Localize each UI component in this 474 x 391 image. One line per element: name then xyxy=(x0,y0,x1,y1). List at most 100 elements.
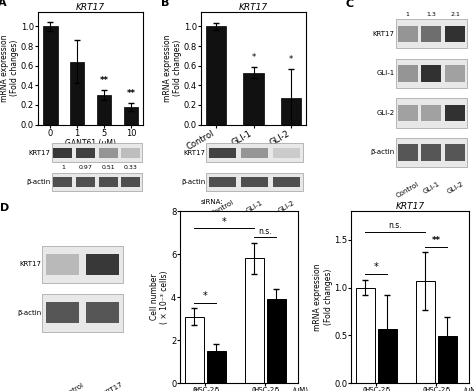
Bar xyxy=(445,144,465,161)
Y-axis label: mRNA expression
(Fold changes): mRNA expression (Fold changes) xyxy=(313,264,333,331)
Y-axis label: Cell number
( × 10⁻³ cells): Cell number ( × 10⁻³ cells) xyxy=(150,271,170,324)
Text: A: A xyxy=(0,0,7,8)
Bar xyxy=(209,177,236,187)
Title: KRT17: KRT17 xyxy=(76,3,105,12)
Bar xyxy=(445,65,465,82)
Text: *: * xyxy=(374,262,379,272)
Bar xyxy=(245,258,264,383)
Bar xyxy=(281,98,301,125)
Bar xyxy=(445,26,465,42)
Bar xyxy=(243,73,264,125)
Bar xyxy=(52,143,142,161)
Bar xyxy=(396,98,467,127)
Bar xyxy=(43,294,123,332)
Text: HSC-2/KRT17: HSC-2/KRT17 xyxy=(82,382,124,391)
Bar xyxy=(241,148,268,158)
Bar xyxy=(396,19,467,48)
Bar xyxy=(52,172,142,191)
Bar xyxy=(445,105,465,121)
Text: 0: 0 xyxy=(252,387,256,391)
Bar xyxy=(356,288,374,383)
Text: 1: 1 xyxy=(61,165,65,170)
Text: 0: 0 xyxy=(423,387,428,391)
Text: (μM): (μM) xyxy=(463,387,474,391)
Bar xyxy=(54,148,73,158)
Text: **: ** xyxy=(432,236,441,245)
Text: GLI-2: GLI-2 xyxy=(278,199,296,213)
Text: 5: 5 xyxy=(274,387,278,391)
Bar xyxy=(378,329,397,383)
Bar xyxy=(209,148,236,158)
Bar xyxy=(121,177,140,187)
Bar xyxy=(76,177,95,187)
Bar xyxy=(99,148,118,158)
Text: B: B xyxy=(161,0,169,8)
Text: 0.33: 0.33 xyxy=(124,165,138,170)
Text: 0.51: 0.51 xyxy=(101,165,115,170)
Text: 0.97: 0.97 xyxy=(79,165,92,170)
Bar xyxy=(121,148,140,158)
Text: 2.1: 2.1 xyxy=(450,12,460,17)
Text: (μM): (μM) xyxy=(292,387,308,391)
Title: KRT17: KRT17 xyxy=(239,3,268,12)
Bar xyxy=(416,281,435,383)
Text: β-actin: β-actin xyxy=(17,310,41,316)
Text: Control: Control xyxy=(210,199,235,217)
Bar xyxy=(398,144,418,161)
Text: KRT17: KRT17 xyxy=(373,31,394,37)
Text: KRT17: KRT17 xyxy=(19,262,41,267)
Text: *: * xyxy=(289,55,293,64)
Text: β-actin: β-actin xyxy=(26,179,51,185)
Bar xyxy=(398,26,418,42)
Text: GLI-1: GLI-1 xyxy=(245,199,264,213)
Text: **: ** xyxy=(100,76,109,85)
Bar xyxy=(267,300,286,383)
Text: HSC-2/control: HSC-2/control xyxy=(40,382,85,391)
Text: 1.3: 1.3 xyxy=(427,12,437,17)
Bar xyxy=(46,302,79,323)
Bar xyxy=(241,177,268,187)
Text: *: * xyxy=(203,291,208,301)
Y-axis label: mRNA expression
(Fold changes): mRNA expression (Fold changes) xyxy=(163,34,182,102)
Bar xyxy=(54,177,73,187)
Text: 0: 0 xyxy=(192,387,197,391)
Bar xyxy=(99,177,118,187)
Text: n.s.: n.s. xyxy=(258,227,272,236)
Bar xyxy=(185,316,204,383)
Bar xyxy=(70,62,84,125)
Text: GLI-2: GLI-2 xyxy=(376,110,394,116)
Bar xyxy=(421,26,441,42)
Bar xyxy=(207,351,226,383)
Bar xyxy=(438,336,456,383)
Bar xyxy=(421,105,441,121)
Bar xyxy=(76,148,95,158)
Text: D: D xyxy=(0,203,9,213)
Bar xyxy=(273,148,301,158)
Bar xyxy=(86,254,119,275)
Bar xyxy=(396,59,467,88)
Text: C: C xyxy=(345,0,353,9)
Text: KRT17: KRT17 xyxy=(28,150,51,156)
Text: 0: 0 xyxy=(363,387,367,391)
Text: 5: 5 xyxy=(385,387,390,391)
Text: GLI-2: GLI-2 xyxy=(446,181,465,195)
Bar xyxy=(124,107,138,125)
Bar xyxy=(46,254,79,275)
Bar xyxy=(43,246,123,283)
Text: KRT17: KRT17 xyxy=(183,150,205,156)
Bar xyxy=(396,138,467,167)
Bar xyxy=(86,302,119,323)
Text: β-actin: β-actin xyxy=(370,149,394,155)
Bar xyxy=(398,105,418,121)
Text: 5: 5 xyxy=(214,387,219,391)
Bar xyxy=(398,65,418,82)
Text: 5: 5 xyxy=(445,387,449,391)
Text: n.s.: n.s. xyxy=(388,221,402,230)
X-axis label: GANT61 (μM): GANT61 (μM) xyxy=(65,139,116,148)
Text: GLI-1: GLI-1 xyxy=(422,181,441,195)
Bar xyxy=(206,27,227,125)
Bar xyxy=(273,177,301,187)
Title: KRT17: KRT17 xyxy=(396,202,425,211)
Text: **: ** xyxy=(127,89,136,98)
Y-axis label: mRNA expression
(Fold changes): mRNA expression (Fold changes) xyxy=(0,34,19,102)
